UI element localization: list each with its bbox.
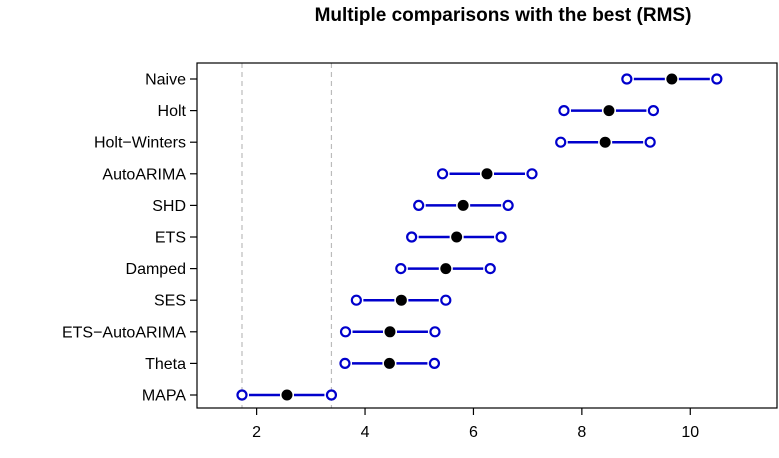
upper-bound-marker bbox=[647, 104, 660, 117]
y-tick-label: SES bbox=[154, 293, 186, 310]
upper-bound-marker bbox=[526, 168, 538, 180]
upper-bound-marker bbox=[484, 263, 496, 275]
y-tick-label: SHD bbox=[152, 198, 186, 215]
lower-bound-marker bbox=[413, 199, 425, 211]
mean-marker bbox=[281, 389, 293, 401]
mean-marker bbox=[440, 263, 452, 275]
y-tick-label: ETS−AutoARIMA bbox=[62, 324, 186, 341]
x-tick-label: 6 bbox=[469, 424, 478, 441]
upper-bound-marker bbox=[428, 357, 441, 369]
upper-bound-marker bbox=[440, 294, 452, 306]
lower-bound-marker bbox=[555, 136, 567, 148]
y-tick-label: ETS bbox=[155, 230, 186, 247]
upper-bound-marker bbox=[325, 389, 338, 401]
plot-frame bbox=[196, 62, 778, 409]
mean-marker bbox=[383, 357, 395, 369]
lower-bound-marker bbox=[436, 168, 449, 180]
mean-marker bbox=[666, 73, 678, 85]
mean-marker bbox=[395, 294, 407, 306]
y-tick-label: AutoARIMA bbox=[102, 166, 186, 183]
lower-bound-marker bbox=[621, 73, 633, 85]
y-tick-label: Holt−Winters bbox=[94, 135, 186, 152]
x-tick-label: 10 bbox=[681, 424, 699, 441]
lower-bound-marker bbox=[339, 326, 352, 338]
x-tick-label: 2 bbox=[252, 424, 261, 441]
upper-bound-marker bbox=[495, 231, 507, 243]
mean-marker bbox=[481, 168, 493, 180]
mean-marker bbox=[451, 231, 463, 243]
upper-bound-marker bbox=[711, 73, 723, 85]
lower-bound-marker bbox=[236, 389, 248, 401]
mean-marker bbox=[384, 326, 396, 338]
x-tick-label: 8 bbox=[577, 424, 586, 441]
lower-bound-marker bbox=[406, 231, 418, 243]
upper-bound-marker bbox=[644, 136, 656, 148]
lower-bound-marker bbox=[395, 263, 407, 275]
y-tick-label: Holt bbox=[158, 103, 187, 120]
upper-bound-marker bbox=[429, 326, 441, 338]
y-tick-label: Theta bbox=[145, 356, 186, 373]
y-tick-label: MAPA bbox=[142, 388, 186, 405]
mean-marker bbox=[457, 199, 469, 211]
upper-bound-marker bbox=[502, 199, 514, 211]
plot-area: 2 4 6 8 10 Naive Holt Holt−Winters AutoARIMA SHD E… bbox=[62, 62, 778, 441]
y-tick-label: Damped bbox=[126, 261, 186, 278]
mean-marker bbox=[599, 136, 611, 148]
x-tick-label: 4 bbox=[361, 424, 370, 441]
lower-bound-marker bbox=[558, 104, 570, 117]
lower-bound-marker bbox=[350, 294, 362, 306]
lower-bound-marker bbox=[339, 357, 351, 369]
mean-marker bbox=[603, 105, 615, 117]
chart-title: Multiple comparisons with the best (RMS) bbox=[315, 5, 692, 26]
y-tick-label: Naive bbox=[145, 72, 186, 89]
